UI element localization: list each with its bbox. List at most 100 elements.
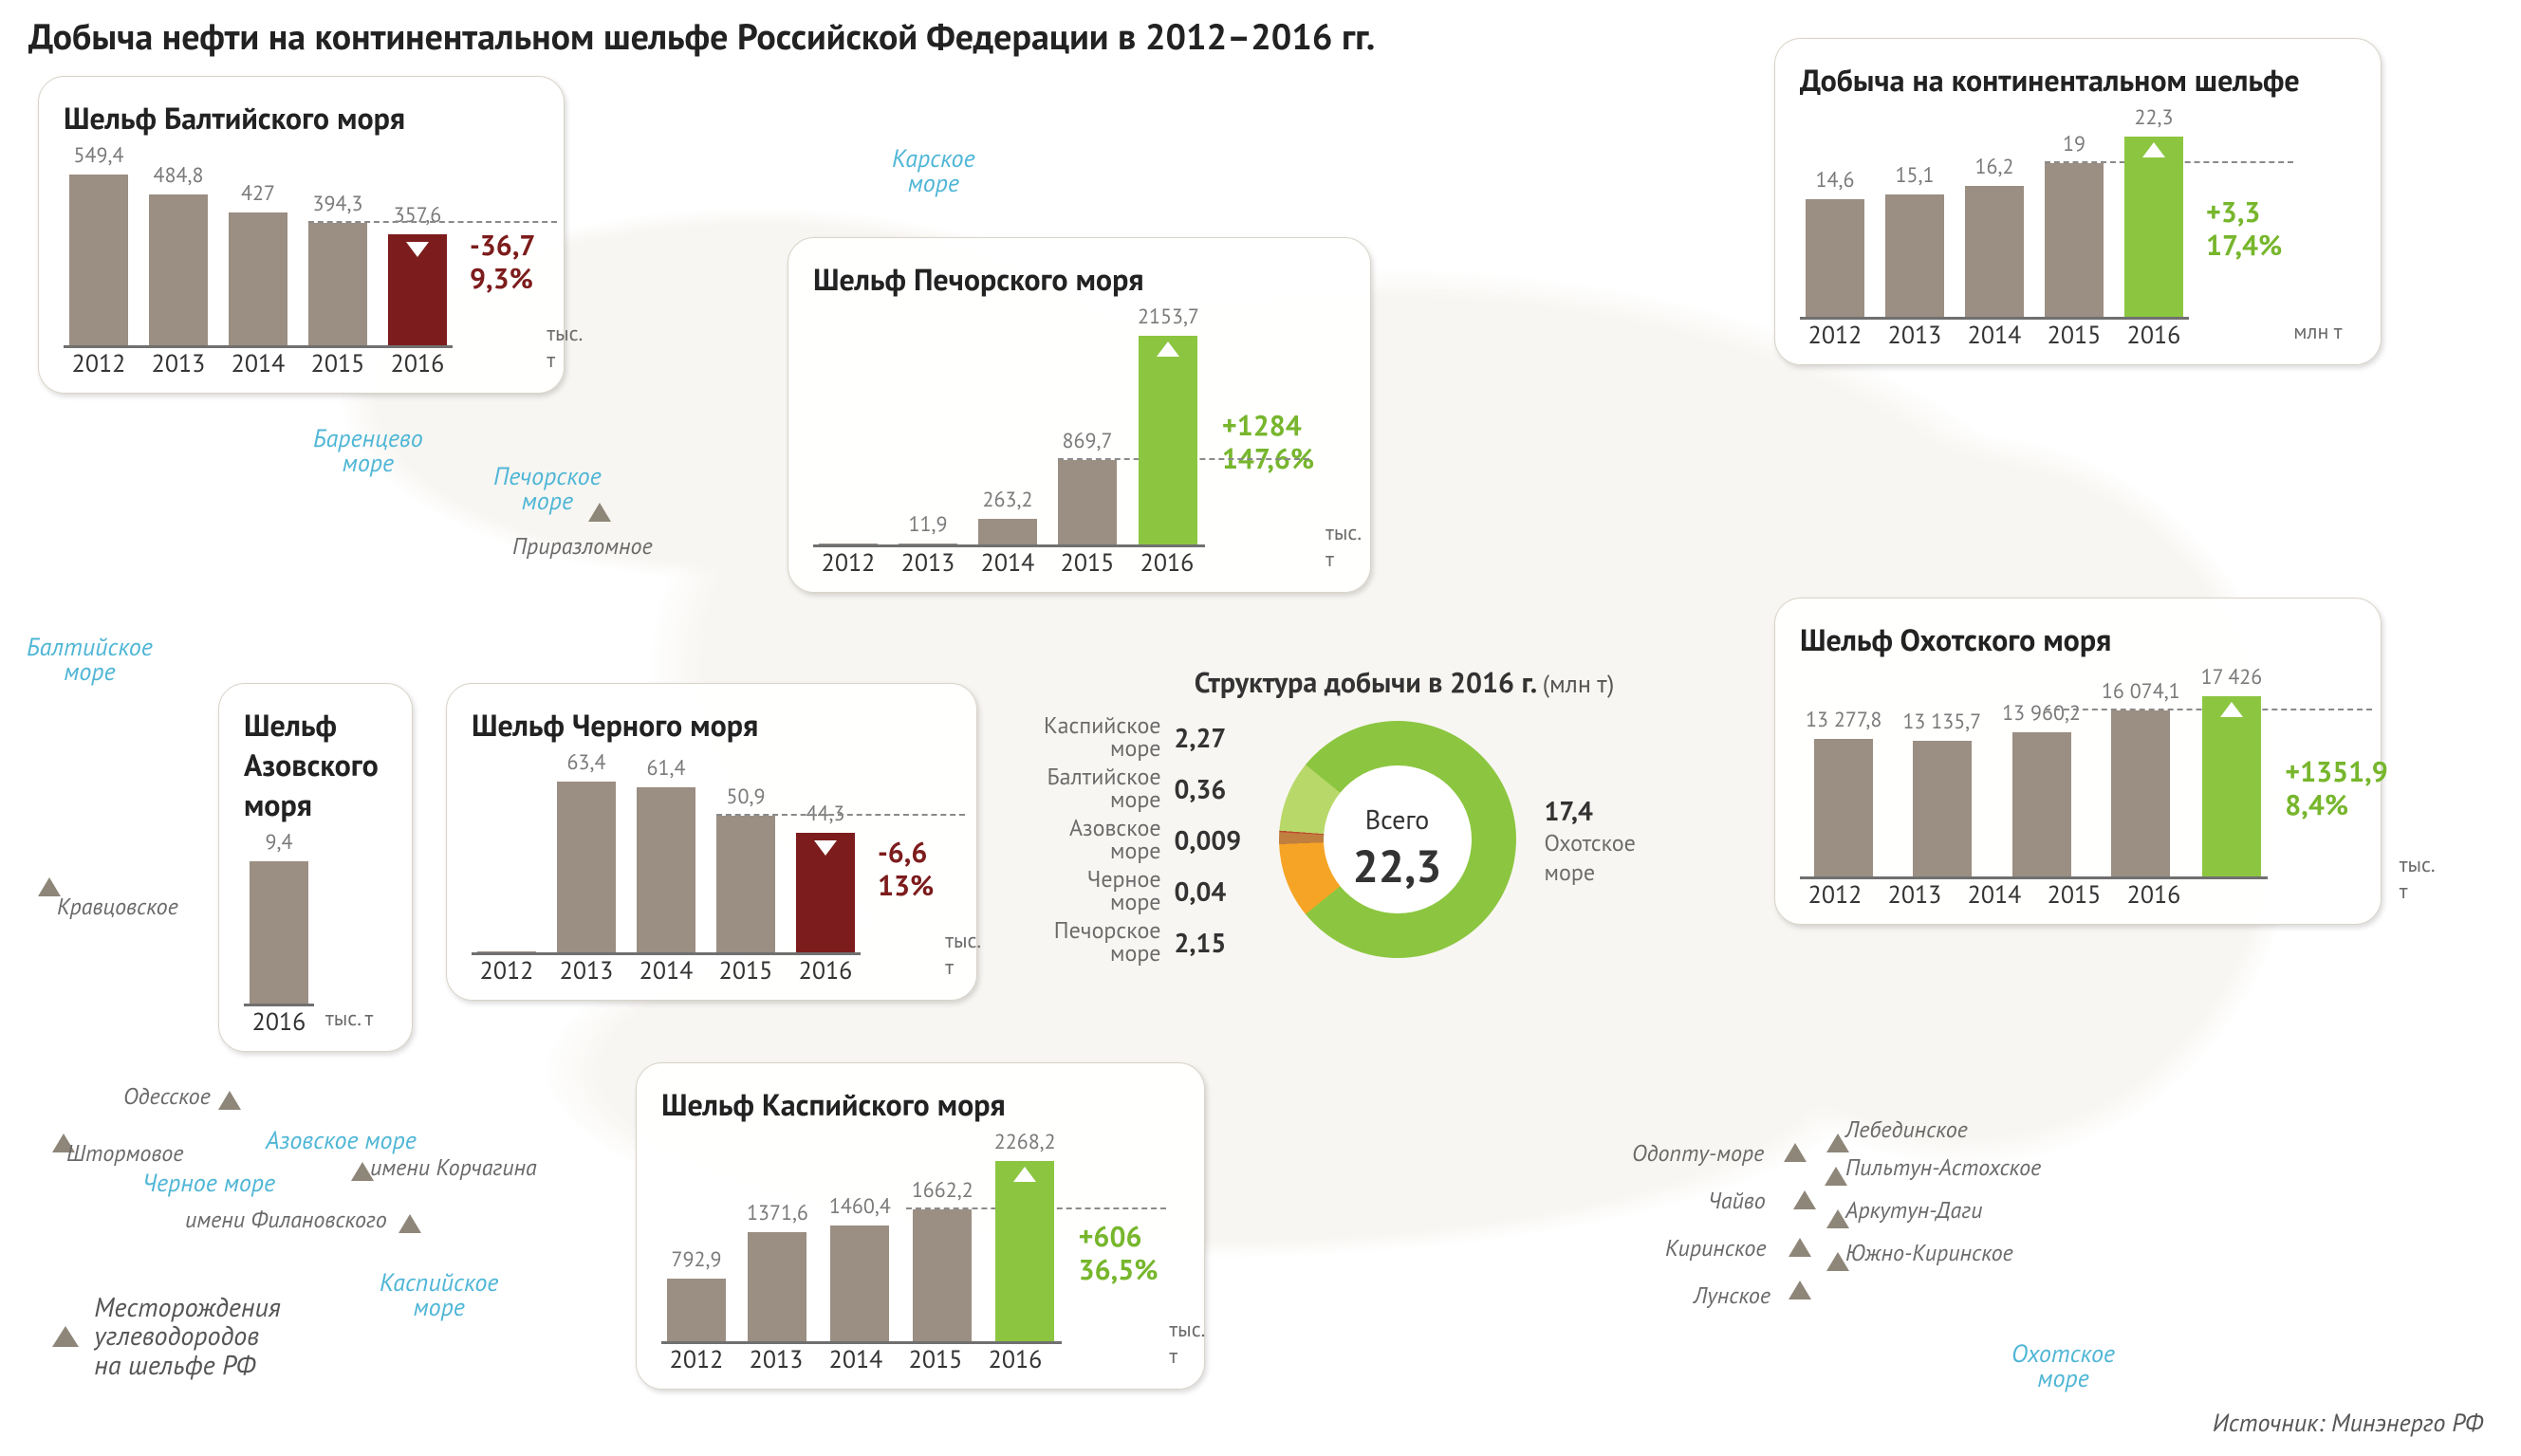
bar: 50,9 [716, 783, 775, 953]
delta-abs: -36,7 [470, 230, 535, 263]
bar: 2153,7 [1138, 304, 1199, 544]
source-label: Источник: Минэнерго РФ [2213, 1408, 2483, 1439]
field-marker-icon [1825, 1167, 1847, 1186]
year-label: 2014 [637, 955, 695, 986]
unit-label: тыс. т [945, 928, 979, 986]
donut-slice-value: 0,36 [1175, 771, 1251, 806]
bar: 17 426 [2201, 664, 2263, 876]
x-axis-labels: 20122013201420152016 [661, 1344, 1062, 1375]
donut-slice-name: Каспийское море [1044, 714, 1161, 760]
year-label: 2015 [308, 348, 367, 379]
bar: 357,6 [388, 202, 447, 345]
donut-slice-name: Азовское море [1069, 817, 1161, 862]
year-label: 2015 [906, 1344, 965, 1375]
bar-rect [978, 519, 1037, 544]
year-label: 2016 [986, 1344, 1045, 1375]
year-label: 2014 [978, 547, 1037, 579]
bar-rect [913, 1209, 972, 1341]
x-axis-labels: 20122013201420152016 [813, 547, 1205, 579]
bar-rect [2202, 696, 2261, 876]
bar: 263,2 [978, 487, 1037, 544]
delta-pct: 36,5% [1079, 1254, 1159, 1287]
bar: 19 [2045, 131, 2104, 317]
year-label: 2014 [1965, 320, 2024, 351]
year-label: 2015 [2045, 879, 2104, 911]
bars-area: 14,6 15,1 16,2 19 22,3 [1800, 107, 2189, 320]
bar-rect [2124, 137, 2183, 317]
year-label: 2016 [1138, 547, 1196, 579]
bar-value-label: 22,3 [2135, 104, 2174, 131]
year-label: 2016 [2124, 320, 2183, 351]
bar-rect [796, 833, 855, 952]
year-label: 2014 [1965, 879, 2024, 911]
bars-area: 9,4 [244, 832, 314, 1006]
field-label: Пильтун-Астохское [1845, 1152, 2041, 1182]
bars-area: 63,4 61,4 50,9 44,3 [472, 752, 861, 955]
field-marker-icon [1793, 1190, 1816, 1209]
bar-rect [1885, 194, 1944, 317]
chart-title: Добыча на континентальном шельфе [1800, 60, 2356, 100]
legend: Месторождения углеводородов на шельфе РФ [52, 1293, 281, 1380]
bar: 2268,2 [994, 1129, 1056, 1341]
bars-area: 792,9 1371,6 1460,4 1662,2 2268,2 [661, 1132, 1062, 1344]
year-label: 2015 [1058, 547, 1117, 579]
bar: 15,1 [1885, 162, 1944, 317]
bar: 9,4 [250, 829, 308, 1004]
bar-value-label: 263,2 [983, 487, 1033, 513]
delta-pct: 17,4% [2206, 230, 2282, 263]
bar-value-label: 1371,6 [747, 1200, 808, 1226]
field-label: Киринское [1665, 1233, 1766, 1262]
bar: 13 277,8 [1806, 707, 1881, 876]
donut-slice-value: 0,04 [1175, 874, 1251, 909]
x-axis-labels: 20122013201420152016 [1800, 320, 2189, 351]
chart-card-pechora: Шельф Печорского моря 11,9 263,2 869,7 2… [788, 237, 1371, 593]
bar-value-label: 14,6 [1816, 167, 1855, 194]
unit-label: тыс. т [1169, 1317, 1203, 1375]
bar: 44,3 [796, 801, 855, 952]
donut-legend-row: Балтийское море 0,36 [1044, 765, 1251, 811]
field-marker-icon [588, 503, 611, 522]
sea-label: Печорское море [493, 465, 602, 514]
donut-center-label: Всего 22,3 [1279, 802, 1516, 895]
delta-label: -36,7 9,3% [470, 230, 535, 295]
bar-value-label: 427 [241, 180, 275, 207]
year-label: 2014 [229, 348, 287, 379]
bar-rect [995, 1161, 1054, 1341]
year-label: 2012 [1806, 320, 1864, 351]
bar: 427 [229, 180, 287, 345]
field-label: Лунское [1694, 1281, 1770, 1310]
donut-slice-name: Черное море [1087, 868, 1161, 913]
bar: 13 960,2 [2002, 700, 2081, 876]
bar-rect [1058, 460, 1117, 544]
chart-title: Шельф Печорского моря [813, 259, 1345, 299]
x-axis-labels: 2016 [244, 1006, 314, 1038]
delta-abs: +1351,9 [2285, 756, 2387, 789]
year-label: 2013 [149, 348, 208, 379]
bar-rect [388, 234, 447, 345]
donut-legend-row: Каспийское море 2,27 [1044, 714, 1251, 760]
chart-card-total: Добыча на континентальном шельфе 14,6 15… [1774, 38, 2382, 365]
field-marker-icon [1789, 1281, 1811, 1299]
delta-label: -6,6 13% [878, 837, 934, 902]
unit-label: тыс. т [547, 321, 581, 379]
year-label: 2016 [796, 955, 855, 986]
donut-right-name: Охотское море [1545, 828, 1636, 887]
donut-slice-value: 0,009 [1175, 822, 1251, 857]
year-label: 2013 [1885, 879, 1944, 911]
unit-label: тыс. т [325, 1005, 373, 1038]
donut-center-word: Всего [1365, 802, 1429, 837]
chart-title: Шельф Черного моря [472, 705, 952, 745]
donut-center-value: 22,3 [1279, 837, 1516, 895]
field-label: Одесское [123, 1081, 211, 1111]
bar-value-label: 484,8 [154, 162, 204, 189]
field-marker-icon [218, 1091, 241, 1110]
delta-abs: -6,6 [878, 837, 934, 870]
sea-label: Охотское море [2011, 1342, 2115, 1391]
year-label: 2013 [1885, 320, 1944, 351]
bar: 14,6 [1806, 167, 1864, 317]
delta-pct: 13% [878, 870, 934, 903]
year-label: 2012 [477, 955, 536, 986]
chart-card-caspian: Шельф Каспийского моря 792,9 1371,6 1460… [636, 1062, 1205, 1390]
year-label: 2016 [2124, 879, 2183, 911]
bar-value-label: 394,3 [313, 191, 363, 217]
